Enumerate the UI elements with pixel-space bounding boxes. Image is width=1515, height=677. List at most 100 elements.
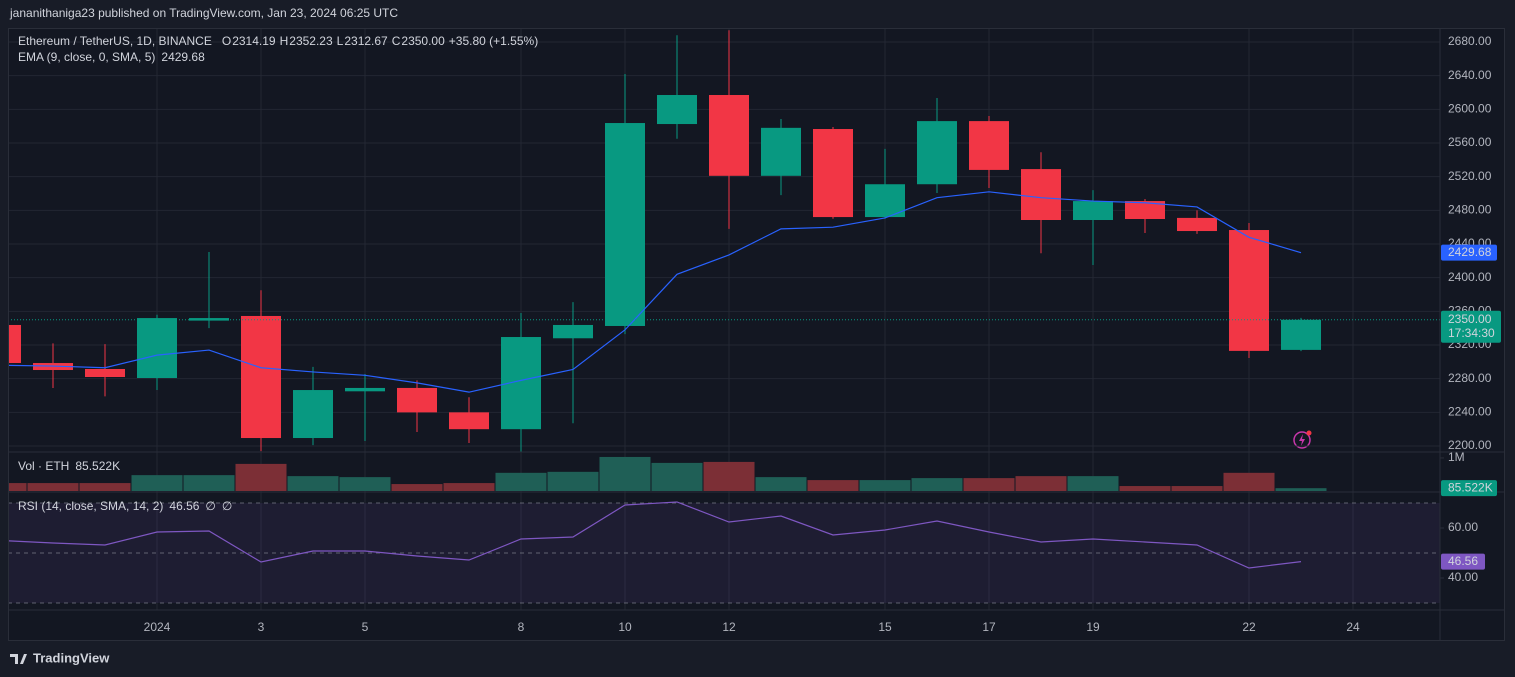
volume-bar xyxy=(79,483,131,491)
legend-text: H xyxy=(280,34,289,48)
y-tick-label: 2600.00 xyxy=(1448,101,1492,115)
candle-body xyxy=(709,95,749,176)
volume-bar xyxy=(1119,486,1171,491)
candle-body xyxy=(1229,230,1269,351)
rsi-badge-text: 46.56 xyxy=(1448,554,1478,568)
candle-body xyxy=(917,121,957,185)
candle-body xyxy=(1073,201,1113,221)
volume-bar xyxy=(235,463,287,491)
legend-text: L xyxy=(337,34,344,48)
y-tick-label: 2640.00 xyxy=(1448,68,1492,82)
candle-body xyxy=(1125,201,1165,219)
x-tick-label: 3 xyxy=(258,620,265,634)
legend-text: 2350.00 xyxy=(401,34,445,48)
x-tick-label: 15 xyxy=(878,620,892,634)
volume-bar xyxy=(9,483,27,491)
rsi-line xyxy=(9,501,1302,569)
y-tick-label: 60.00 xyxy=(1448,520,1478,534)
volume-bar xyxy=(911,478,963,491)
brand: TradingView xyxy=(33,650,110,665)
candle-body xyxy=(1281,319,1321,350)
countdown: 17:34:30 xyxy=(1448,326,1495,340)
volume-bar xyxy=(963,478,1015,491)
candle-body xyxy=(241,315,281,439)
legend-text: +35.80 (+1.55%) xyxy=(449,34,538,48)
volume-bar xyxy=(495,472,547,491)
candle-body xyxy=(85,369,125,377)
legend-text: 2429.68 xyxy=(161,50,205,64)
volume-badge-text: 85.522K xyxy=(1448,480,1493,494)
byline: jananithaniga23 published on TradingView… xyxy=(9,6,398,20)
candle-body xyxy=(293,390,333,439)
volume-badge xyxy=(1441,480,1497,497)
price-badge-text: 2350.00 xyxy=(1448,312,1492,326)
x-tick-label: 19 xyxy=(1086,620,1100,634)
candle-body xyxy=(1177,217,1217,232)
volume-bar xyxy=(1275,488,1327,491)
legend-text: Vol · ETH xyxy=(18,459,69,473)
legend-text: 2352.23 xyxy=(289,34,333,48)
volume-bar xyxy=(391,484,443,491)
candle-body xyxy=(813,129,853,218)
volume-bar xyxy=(1015,476,1067,491)
y-tick-label: 40.00 xyxy=(1448,570,1478,584)
plot-area xyxy=(9,29,1440,610)
volume-bar xyxy=(703,461,755,491)
candle-body xyxy=(553,324,593,339)
y-tick-label: 2680.00 xyxy=(1448,34,1492,48)
volume-bar xyxy=(1067,476,1119,491)
volume-bar xyxy=(755,477,807,491)
candle-body xyxy=(9,324,21,364)
volume-bar xyxy=(287,476,339,491)
legend-text: O xyxy=(222,34,231,48)
x-tick-label: 10 xyxy=(618,620,632,634)
volume-bar xyxy=(131,475,183,491)
candle-body xyxy=(137,318,177,379)
y-tick-label: 2480.00 xyxy=(1448,202,1492,216)
y-tick-label: 2200.00 xyxy=(1448,438,1492,452)
volume-bar xyxy=(183,475,235,491)
candle-body xyxy=(397,387,437,413)
legend-text: EMA (9, close, 0, SMA, 5) xyxy=(18,50,155,64)
volume-bar xyxy=(859,480,911,491)
volume-bar xyxy=(1171,486,1223,491)
x-tick-label: 12 xyxy=(722,620,736,634)
volume-bar xyxy=(1223,472,1275,491)
legend-text: 46.56 xyxy=(169,499,199,513)
x-tick-label: 5 xyxy=(362,620,369,634)
candle-body xyxy=(345,387,385,392)
x-tick-label: 8 xyxy=(518,620,525,634)
ema-line xyxy=(9,191,1302,393)
rsi-badge xyxy=(1441,553,1485,570)
x-tick-label: 2024 xyxy=(144,620,171,634)
legend-text: ∅ xyxy=(222,499,232,513)
volume-bar xyxy=(443,483,495,491)
volume-bar xyxy=(651,462,703,491)
legend-text: 2312.67 xyxy=(344,34,388,48)
x-tick-label: 17 xyxy=(982,620,996,634)
legend-text: 85.522K xyxy=(75,459,120,473)
candle-body xyxy=(865,184,905,218)
x-tick-label: 22 xyxy=(1242,620,1256,634)
volume-bar xyxy=(547,471,599,491)
candle-body xyxy=(969,121,1009,170)
volume-bar xyxy=(807,480,859,491)
price-badge xyxy=(1441,310,1501,343)
candle-body xyxy=(761,127,801,176)
ema-badge-text: 2429.68 xyxy=(1448,245,1492,259)
volume-bar xyxy=(27,483,79,491)
y-tick-label: 2280.00 xyxy=(1448,371,1492,385)
x-tick-label: 24 xyxy=(1346,620,1360,634)
candle-body xyxy=(1021,169,1061,221)
ema-badge xyxy=(1441,244,1497,261)
legend-text: RSI (14, close, SMA, 14, 2) xyxy=(18,499,163,513)
volume-bar xyxy=(599,456,651,491)
candle-body xyxy=(605,123,645,326)
y-tick-label: 2240.00 xyxy=(1448,405,1492,419)
y-tick-label: 1M xyxy=(1448,450,1465,464)
legend-text: C xyxy=(392,34,401,48)
y-tick-label: 2520.00 xyxy=(1448,169,1492,183)
alert-icon xyxy=(1293,430,1312,449)
y-tick-label: 2560.00 xyxy=(1448,135,1492,149)
